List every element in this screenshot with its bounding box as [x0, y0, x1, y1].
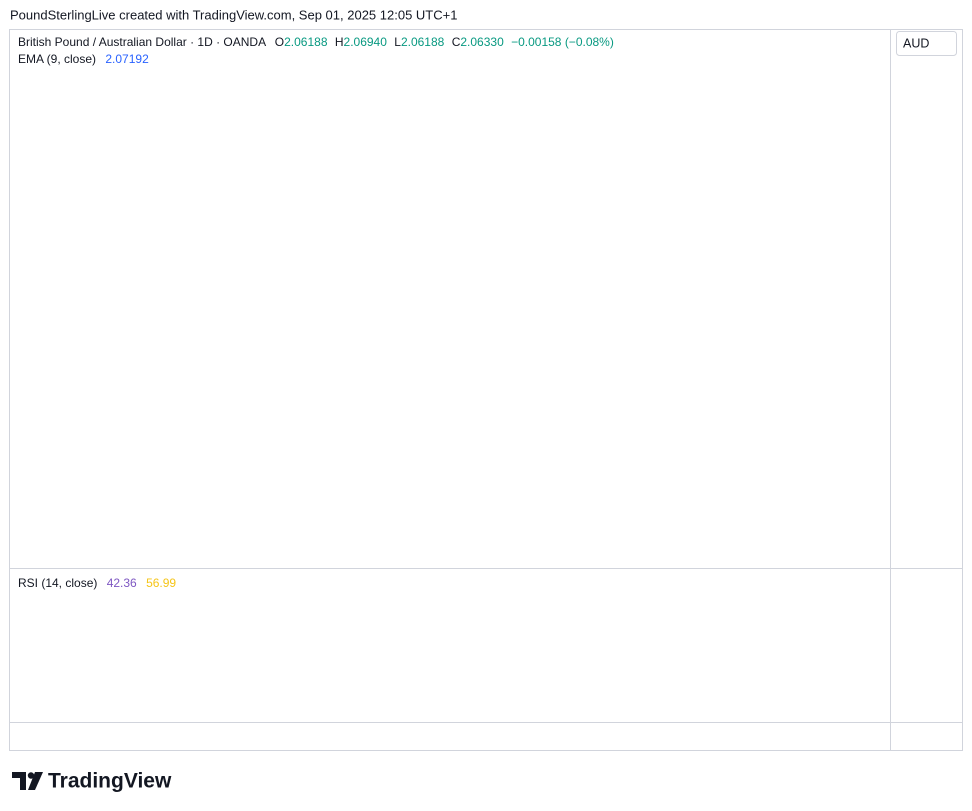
- c-label: C: [452, 35, 461, 49]
- c-value: 2.06330: [460, 35, 504, 49]
- o-value: 2.06188: [284, 35, 328, 49]
- ema-value: 2.07192: [105, 52, 149, 66]
- brand-name: TradingView: [48, 770, 172, 793]
- h-label: H: [335, 35, 344, 49]
- frame: [9, 29, 963, 751]
- h-value: 2.06940: [344, 35, 388, 49]
- o-label: O: [275, 35, 284, 49]
- rsi-value: 42.36: [107, 576, 137, 590]
- logo-mark: [28, 772, 43, 790]
- rsi-legend: RSI (14, close) 42.36 56.99: [18, 576, 176, 590]
- logo-dot: [27, 772, 35, 779]
- logo-mark: [12, 772, 26, 790]
- ema-legend: EMA (9, close) 2.07192: [18, 52, 149, 66]
- currency-box: [896, 31, 957, 56]
- rsi-ma-value: 56.99: [146, 576, 176, 590]
- rsi-name: RSI (14, close): [18, 576, 97, 590]
- l-label: L: [394, 35, 401, 49]
- change: −0.00158 (−0.08%): [511, 35, 614, 49]
- symbol-title: British Pound / Australian Dollar · 1D ·…: [18, 35, 266, 49]
- panes: [9, 29, 963, 751]
- ema-name: EMA (9, close): [18, 52, 96, 66]
- currency: AUD: [903, 36, 929, 50]
- ohlc-legend: British Pound / Australian Dollar · 1D ·…: [18, 35, 614, 49]
- brand-logo: TradingView: [12, 770, 172, 793]
- l-value: 2.06188: [401, 35, 445, 49]
- attribution: PoundSterlingLive created with TradingVi…: [10, 7, 457, 22]
